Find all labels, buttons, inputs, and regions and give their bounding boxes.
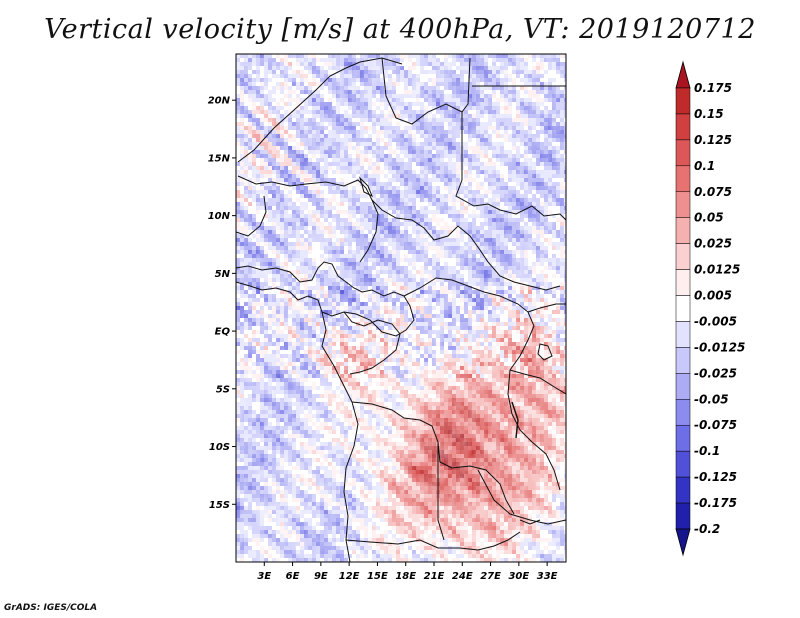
chart-title: Vertical velocity [m/s] at 400hPa, VT: 2… [44, 14, 756, 45]
map-area [236, 54, 566, 562]
